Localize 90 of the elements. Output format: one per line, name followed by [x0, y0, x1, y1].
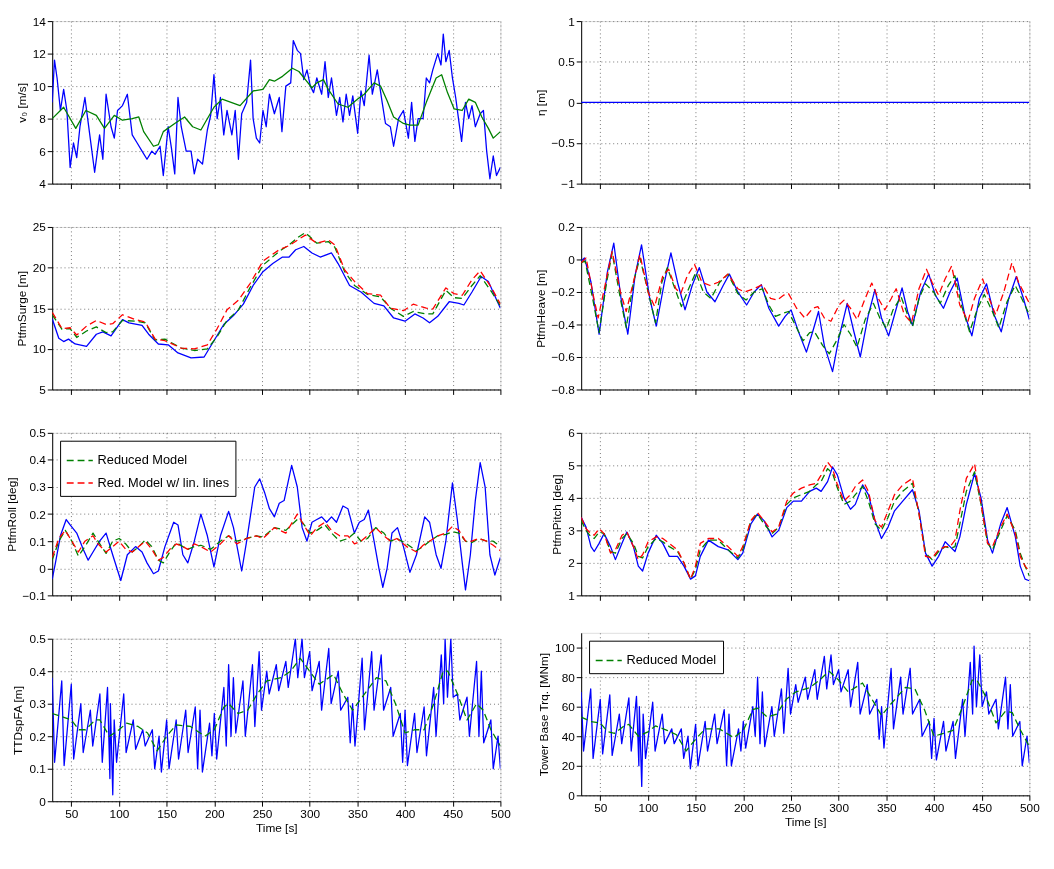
x-tick-label: 450	[972, 800, 993, 815]
y-tick-label: 2	[568, 556, 575, 571]
y-tick-label: 0.5	[29, 632, 47, 647]
x-tick-label: 300	[300, 806, 321, 821]
y-tick-label: 0	[568, 252, 576, 267]
y-tick-label: 0	[568, 788, 576, 803]
x-tick-label: 250	[252, 806, 273, 821]
legend-label: Reduced Model	[626, 652, 717, 668]
y-tick-label: 8	[39, 112, 47, 127]
y-tick-label: 10	[32, 79, 47, 94]
x-tick-label: 350	[876, 800, 898, 815]
y-axis-title: η [m]	[533, 89, 548, 116]
x-tick-label: 400	[395, 806, 416, 821]
y-axis-title: Tower Base Trq. [MNm]	[537, 652, 552, 777]
x-tick-label: 300	[829, 800, 850, 815]
y-tick-label: 0.4	[29, 453, 47, 468]
y-tick-label: 0.5	[558, 55, 576, 70]
y-tick-label: −0.6	[551, 350, 576, 365]
x-tick-label: 450	[443, 806, 464, 821]
x-tick-label: 350	[348, 806, 369, 821]
y-tick-label: 100	[555, 641, 576, 656]
x-tick-label: 100	[109, 806, 130, 821]
y-tick-label: 0	[568, 95, 576, 110]
y-tick-label: 0	[39, 561, 47, 576]
y-tick-label: 1	[568, 588, 575, 603]
line-series	[52, 67, 501, 147]
y-tick-label: 0.4	[29, 664, 47, 679]
y-tick-label: 20	[32, 261, 47, 276]
y-tick-label: 20	[561, 759, 576, 774]
y-tick-label: 0.3	[29, 480, 47, 495]
line-series	[581, 250, 1030, 324]
line-series	[581, 252, 1030, 355]
x-tick-label: 500	[1020, 800, 1041, 815]
y-tick-label: 0.2	[29, 507, 46, 522]
y-tick-label: 80	[561, 670, 576, 685]
y-tick-label: 0	[39, 794, 47, 809]
y-axis-title: PtfmPitch [deg]	[550, 474, 565, 555]
line-series	[581, 645, 1030, 788]
y-axis-title: PtfmSurge [m]	[14, 270, 29, 347]
x-tick-label: 50	[65, 806, 79, 821]
y-tick-label: 0.1	[29, 762, 46, 777]
y-tick-label: 40	[561, 729, 576, 744]
y-tick-label: −1	[561, 177, 575, 192]
line-series	[52, 245, 501, 359]
y-tick-label: 4	[568, 491, 576, 506]
legend-label: Red. Model w/ lin. lines	[97, 475, 230, 491]
x-tick-label: 150	[157, 806, 178, 821]
y-tick-label: 0.1	[29, 534, 46, 549]
y-tick-label: 0.2	[558, 220, 575, 235]
y-tick-label: −0.2	[551, 285, 575, 300]
x-tick-label: 200	[733, 800, 755, 815]
y-tick-label: 5	[39, 382, 47, 397]
x-axis-title: Time [s]	[784, 815, 827, 830]
line-series	[52, 33, 501, 180]
y-axis-title: TTDspFA [m]	[11, 686, 26, 755]
y-tick-label: 15	[32, 301, 47, 316]
y-tick-label: 3	[568, 523, 576, 538]
y-axis-title: v₀ [m/s]	[14, 83, 29, 123]
y-tick-label: 0.3	[29, 697, 47, 712]
line-series	[581, 242, 1030, 373]
x-tick-label: 200	[204, 806, 226, 821]
y-tick-label: 25	[32, 220, 47, 235]
y-axis-title: PtfmRoll [deg]	[4, 477, 19, 552]
x-tick-label: 250	[781, 800, 802, 815]
y-tick-label: −0.5	[551, 136, 576, 151]
y-tick-label: 14	[32, 14, 47, 29]
y-tick-label: 10	[32, 342, 47, 357]
x-tick-label: 400	[924, 800, 945, 815]
x-tick-label: 500	[491, 806, 512, 821]
y-tick-label: 6	[568, 426, 576, 441]
y-tick-label: 60	[561, 700, 576, 715]
y-tick-label: 0.5	[29, 426, 47, 441]
x-tick-label: 50	[594, 800, 608, 815]
line-series	[52, 657, 501, 752]
y-tick-label: 12	[32, 47, 46, 62]
y-axis-title: PtfmHeave [m]	[533, 269, 548, 348]
y-tick-label: 0.2	[29, 729, 46, 744]
line-series	[581, 670, 1030, 752]
y-tick-label: 6	[39, 144, 47, 159]
x-tick-label: 100	[638, 800, 659, 815]
y-tick-label: −0.8	[551, 382, 576, 397]
y-tick-label: 1	[568, 14, 575, 29]
legend-label: Reduced Model	[97, 452, 188, 468]
y-tick-label: −0.4	[551, 317, 576, 332]
y-tick-label: 4	[39, 177, 47, 192]
line-series	[52, 462, 501, 591]
x-tick-label: 150	[686, 800, 707, 815]
x-axis-title: Time [s]	[256, 821, 298, 836]
y-tick-label: −0.1	[22, 588, 46, 603]
y-tick-label: 5	[568, 458, 576, 473]
